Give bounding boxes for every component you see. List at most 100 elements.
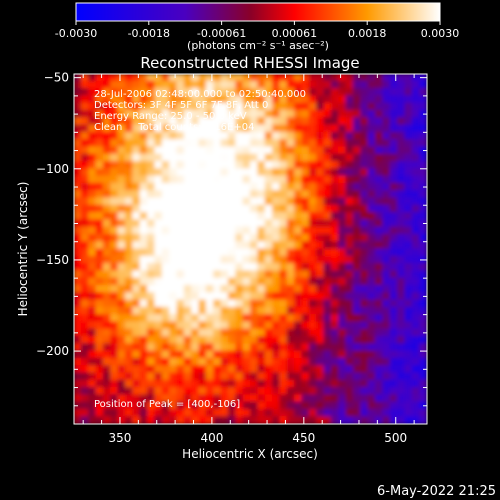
heatmap-cell xyxy=(88,255,97,265)
heatmap-cell xyxy=(88,80,97,90)
heatmap-cell xyxy=(330,74,340,82)
heatmap-cell xyxy=(176,321,185,330)
heatmap-cell xyxy=(139,153,149,162)
heatmap-cell xyxy=(345,197,354,206)
heatmap-cell xyxy=(88,212,97,221)
heatmap-cell xyxy=(397,226,406,235)
heatmap-cell xyxy=(110,314,119,323)
heatmap-cell xyxy=(117,117,126,126)
heatmap-cell xyxy=(161,416,171,424)
heatmap-cell xyxy=(411,263,421,272)
colorbar-tick-label: 0.0030 xyxy=(421,27,460,40)
heatmap-cell xyxy=(139,401,149,410)
heatmap-cell xyxy=(308,350,318,359)
heatmap-cell xyxy=(316,314,325,323)
heatmap-cell xyxy=(117,226,126,235)
heatmap-cell xyxy=(147,284,156,294)
heatmap-cell xyxy=(205,175,215,184)
heatmap-cell xyxy=(235,117,244,126)
heatmap-cell xyxy=(213,233,222,243)
heatmap-cell xyxy=(250,401,259,410)
heatmap-cell xyxy=(183,233,193,243)
heatmap-cell xyxy=(80,401,90,410)
heatmap-cell xyxy=(139,343,149,352)
heatmap-cell xyxy=(235,124,244,133)
heatmap-cell xyxy=(360,219,369,228)
heatmap-cell xyxy=(242,146,251,155)
heatmap-cell xyxy=(411,328,421,337)
heatmap-cell xyxy=(80,74,90,82)
heatmap-cell xyxy=(301,299,310,308)
heatmap-cell xyxy=(389,394,399,403)
heatmap-cell xyxy=(117,255,126,265)
heatmap-cell xyxy=(367,387,377,396)
heatmap-cell xyxy=(80,357,90,367)
heatmap-cell xyxy=(147,372,156,381)
heatmap-cell xyxy=(176,226,185,235)
heatmap-cell xyxy=(220,161,229,170)
heatmap-cell xyxy=(345,168,354,177)
heatmap-cell xyxy=(80,204,90,214)
heatmap-cell xyxy=(74,394,82,403)
heatmap-cell xyxy=(198,212,207,221)
heatmap-cell xyxy=(308,394,318,403)
heatmap-cell xyxy=(220,95,229,104)
heatmap-cell xyxy=(397,408,406,418)
heatmap-cell xyxy=(411,190,421,199)
heatmap-cell xyxy=(183,241,193,250)
colorbar-tick-label: -0.00061 xyxy=(197,27,246,40)
heatmap-cell xyxy=(154,131,163,141)
heatmap-cell xyxy=(169,321,178,330)
heatmap-cell xyxy=(411,255,421,265)
heatmap-cell xyxy=(176,365,185,374)
heatmap-cell xyxy=(389,416,399,424)
heatmap-cell xyxy=(316,328,325,337)
heatmap-cell xyxy=(397,146,406,155)
heatmap-cell xyxy=(264,270,274,279)
heatmap-cell xyxy=(404,153,413,162)
heatmap-cell xyxy=(419,175,427,184)
heatmap-cell xyxy=(397,343,406,352)
heatmap-cell xyxy=(264,204,274,214)
heatmap-cell xyxy=(250,88,259,97)
heatmap-cell xyxy=(147,190,156,199)
y-tick-label: −100 xyxy=(36,162,69,176)
heatmap-cell xyxy=(301,233,310,243)
heatmap-cell xyxy=(183,394,193,403)
heatmap-cell xyxy=(147,131,156,141)
heatmap-cell xyxy=(220,124,229,133)
heatmap-cell xyxy=(279,365,288,374)
heatmap-cell xyxy=(411,299,421,308)
heatmap-cell xyxy=(294,365,303,374)
heatmap-cell xyxy=(250,255,259,265)
heatmap-cell xyxy=(375,292,384,301)
heatmap-cell xyxy=(220,314,229,323)
heatmap-cell xyxy=(294,117,303,126)
heatmap-cell xyxy=(95,365,104,374)
heatmap-cell xyxy=(227,95,237,104)
heatmap-cell xyxy=(95,95,104,104)
heatmap-cell xyxy=(235,343,244,352)
heatmap-cell xyxy=(419,80,427,90)
heatmap-cell xyxy=(176,182,185,192)
heatmap-cell xyxy=(419,117,427,126)
heatmap-cell xyxy=(294,80,303,90)
heatmap-cell xyxy=(110,277,119,286)
heatmap-cell xyxy=(132,284,141,294)
heatmap-cell xyxy=(419,233,427,243)
heatmap-cell xyxy=(411,350,421,359)
heatmap-cell xyxy=(345,241,354,250)
heatmap-cell xyxy=(389,372,399,381)
heatmap-cell xyxy=(139,219,149,228)
heatmap-cell xyxy=(220,379,229,389)
heatmap-cell xyxy=(183,372,193,381)
heatmap-cell xyxy=(139,314,149,323)
heatmap-cell xyxy=(250,387,259,396)
heatmap-cell xyxy=(227,365,237,374)
heatmap-cell xyxy=(102,394,112,403)
heatmap-cell xyxy=(250,263,259,272)
heatmap-cell xyxy=(404,343,413,352)
heatmap-cell xyxy=(124,95,134,104)
heatmap-cell xyxy=(250,80,259,90)
heatmap-cell xyxy=(213,284,222,294)
